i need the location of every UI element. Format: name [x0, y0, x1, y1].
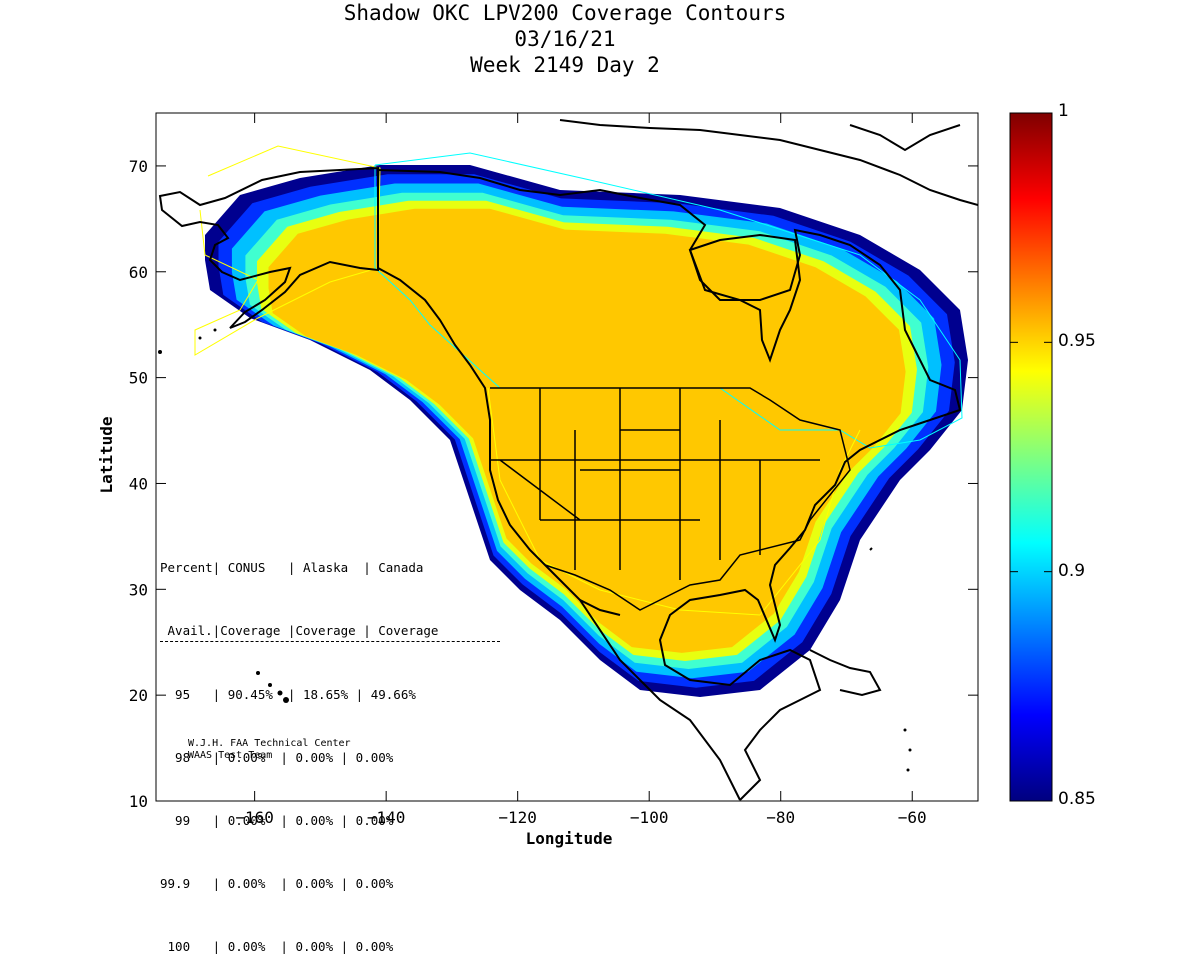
- islands: [158, 328, 912, 772]
- coverage-table: Percent| CONUS | Alaska | Canada Avail.|…: [160, 515, 500, 978]
- colorbar-ticks: [1010, 112, 1052, 802]
- alaska-service-volume: [194, 145, 381, 356]
- colorbar-label-1: 1: [1058, 101, 1069, 121]
- x-tick-label: −80: [766, 808, 795, 827]
- x-tick-label: −140: [367, 808, 406, 827]
- axes-frame: [155, 112, 979, 802]
- x-tick-label: −60: [898, 808, 927, 827]
- coverage-band: [268, 208, 906, 653]
- us-state-borders: [490, 387, 851, 611]
- colorbar-label-0-9: 0.9: [1058, 561, 1086, 581]
- y-axis-label: Latitude: [97, 416, 116, 493]
- map-title-line-2: 03/16/21: [514, 27, 616, 51]
- coverage-table-row: 100 | 0.00% | 0.00% | 0.00%: [160, 939, 394, 954]
- map-title-line-1: Shadow OKC LPV200 Coverage Contours: [343, 1, 787, 25]
- canada-service-volume: [374, 152, 963, 449]
- coverage-table-row: 99 | 0.00% | 0.00% | 0.00%: [160, 813, 394, 828]
- y-tick-label: 70: [129, 157, 148, 176]
- y-tick-label: 30: [129, 580, 148, 599]
- y-tick-label: 50: [129, 369, 148, 388]
- coverage-table-header-1: Percent| CONUS | Alaska | Canada: [160, 560, 424, 575]
- axis-ticks: [156, 113, 978, 802]
- x-tick-label: −160: [235, 808, 274, 827]
- map-area: [158, 119, 978, 801]
- coverage-map: −160 −140 −120 −100 −80 −60 10 20 30 40 50 60 70 Lon…: [97, 112, 1053, 848]
- y-tick-label: 10: [129, 792, 148, 811]
- colorbar: [1009, 112, 1053, 802]
- coverage-table-header-2: Avail.|Coverage |Coverage | Coverage: [160, 620, 500, 642]
- credit-line-2: WAAS Test Team: [188, 750, 273, 761]
- coverage-table-row: 95 | 90.45% | 18.65% | 49.66%: [160, 687, 416, 702]
- coverage-contours: [205, 165, 968, 697]
- colorbar-label-0-95: 0.95: [1058, 331, 1096, 351]
- credit-line-1: W.J.H. FAA Technical Center: [188, 738, 351, 749]
- colorbar-label-0-85: 0.85: [1058, 789, 1096, 809]
- y-tick-label: 60: [129, 263, 148, 282]
- coastlines: [158, 119, 978, 801]
- conus-service-volume: [487, 387, 861, 616]
- coverage-table-row: 99.9 | 0.00% | 0.00% | 0.00%: [160, 876, 394, 891]
- x-tick-label: −120: [498, 808, 537, 827]
- x-tick-label: −100: [630, 808, 669, 827]
- map-title-line-3: Week 2149 Day 2: [470, 53, 660, 77]
- coverage-table-row: 98 | 0.00% | 0.00% | 0.00%: [160, 750, 394, 765]
- x-axis-label: Longitude: [526, 829, 613, 848]
- y-tick-label: 40: [129, 474, 148, 493]
- y-tick-label: 20: [129, 686, 148, 705]
